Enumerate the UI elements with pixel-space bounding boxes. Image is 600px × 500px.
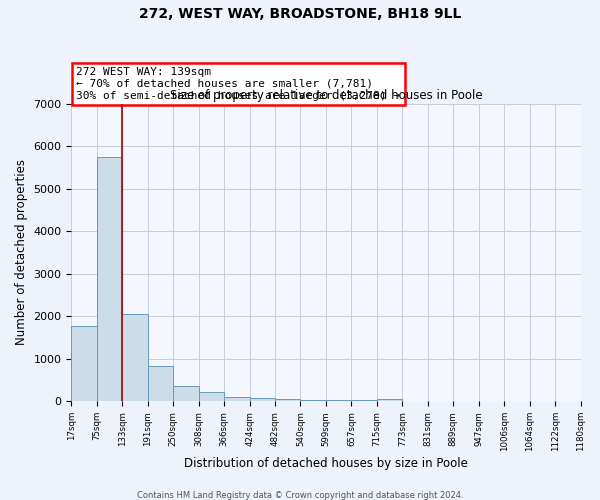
Bar (352, 400, 377, 402)
Bar (326, 400, 352, 402)
Text: Contains HM Land Registry data © Crown copyright and database right 2024.: Contains HM Land Registry data © Crown c… (137, 490, 463, 500)
X-axis label: Distribution of detached houses by size in Poole: Distribution of detached houses by size … (184, 457, 468, 470)
Bar (97, 156, 122, 402)
Title: Size of property relative to detached houses in Poole: Size of property relative to detached ho… (170, 90, 482, 102)
Bar (275, 399, 301, 402)
Bar (148, 366, 173, 402)
Text: 272, WEST WAY, BROADSTONE, BH18 9LL: 272, WEST WAY, BROADSTONE, BH18 9LL (139, 8, 461, 22)
Bar (71, 326, 97, 402)
Bar (224, 397, 250, 402)
Bar (173, 386, 199, 402)
Bar (122, 314, 148, 402)
Bar (301, 400, 326, 402)
Bar (250, 398, 275, 402)
Text: 272 WEST WAY: 139sqm
← 70% of detached houses are smaller (7,781)
30% of semi-de: 272 WEST WAY: 139sqm ← 70% of detached h… (76, 68, 400, 100)
Y-axis label: Number of detached properties: Number of detached properties (15, 160, 28, 346)
Bar (377, 399, 403, 402)
Bar (199, 392, 224, 402)
